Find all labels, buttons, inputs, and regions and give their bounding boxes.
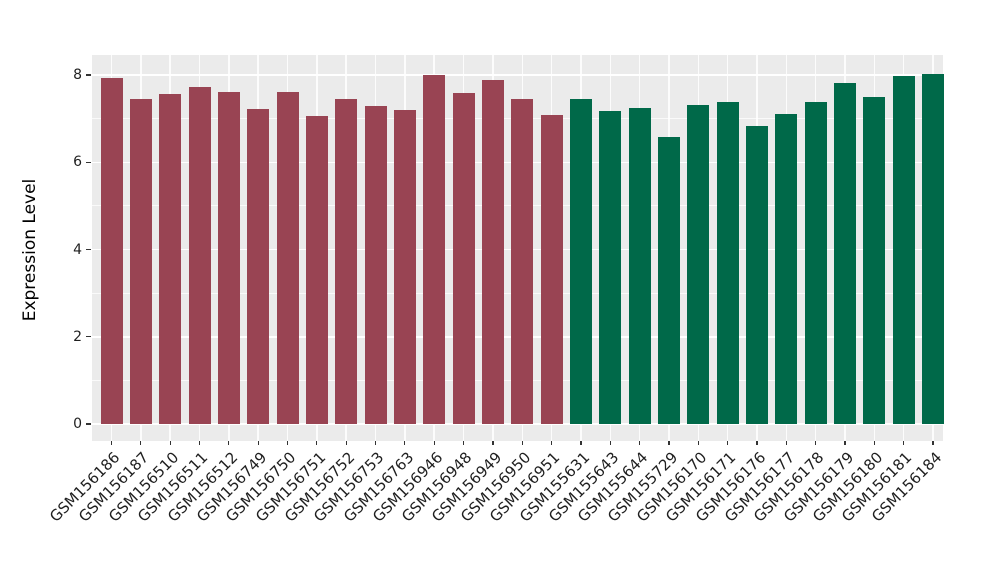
- x-tick-mark-GSM156180: [873, 441, 875, 445]
- y-tick-mark-2: [86, 336, 91, 338]
- x-tick-mark-GSM156170: [697, 441, 699, 445]
- x-tick-mark-GSM156186: [110, 441, 113, 445]
- bar-GSM156176: [745, 126, 768, 424]
- bar-GSM156751: [305, 116, 328, 424]
- bar-GSM156177: [775, 113, 798, 424]
- bar-GSM156510: [159, 93, 182, 424]
- x-tick-mark-GSM156176: [756, 441, 758, 445]
- bar-GSM155644: [628, 107, 651, 424]
- x-tick-mark-GSM156177: [785, 441, 787, 445]
- bar-GSM156179: [834, 83, 856, 424]
- y-tick-mark-6: [86, 161, 91, 163]
- gridline-major-y8: [92, 74, 943, 76]
- x-tick-mark-GSM156950: [521, 441, 523, 445]
- x-tick-mark-GSM156511: [198, 441, 201, 445]
- x-tick-mark-GSM156763: [404, 441, 406, 445]
- y-tick-mark-4: [86, 248, 91, 251]
- y-tick-label-4: 4: [73, 241, 82, 258]
- bar-GSM156752: [335, 98, 358, 424]
- x-tick-mark-GSM155644: [639, 441, 641, 445]
- bar-GSM156949: [481, 80, 504, 424]
- bar-GSM156753: [364, 106, 387, 424]
- y-tick-label-0: 0: [73, 416, 82, 432]
- bar-GSM156171: [716, 101, 739, 424]
- x-tick-mark-GSM156184: [932, 441, 934, 445]
- bar-GSM155631: [569, 98, 592, 424]
- bar-GSM156178: [804, 102, 827, 424]
- bar-GSM155643: [599, 110, 622, 424]
- bar-GSM156763: [393, 109, 416, 424]
- bar-GSM156946: [423, 74, 446, 424]
- y-tick-label-2: 2: [73, 328, 82, 345]
- x-tick-mark-GSM156951: [551, 441, 553, 445]
- x-tick-mark-GSM156949: [492, 441, 494, 445]
- x-tick-mark-GSM156178: [815, 441, 817, 445]
- x-tick-mark-GSM156181: [903, 441, 905, 445]
- bar-GSM156749: [247, 109, 270, 424]
- bar-GSM156181: [892, 75, 915, 424]
- bar-GSM156948: [452, 93, 475, 424]
- x-tick-mark-GSM156946: [433, 441, 435, 445]
- x-tick-mark-GSM155643: [609, 441, 611, 445]
- gridline-major-y0: [92, 423, 943, 425]
- bar-GSM156950: [511, 98, 534, 424]
- x-tick-mark-GSM155631: [580, 441, 582, 445]
- plot-panel: [92, 55, 945, 441]
- x-tick-mark-GSM156512: [228, 441, 230, 445]
- bar-GSM156512: [217, 92, 240, 424]
- bar-GSM156750: [276, 92, 299, 424]
- x-tick-mark-GSM156750: [286, 441, 289, 445]
- x-tick-mark-GSM156752: [345, 441, 347, 445]
- y-tick-label-6: 6: [73, 154, 82, 171]
- x-tick-mark-GSM156751: [316, 441, 318, 445]
- bar-GSM156186: [100, 78, 123, 424]
- x-tick-mark-GSM156179: [844, 441, 846, 445]
- x-tick-mark-GSM156187: [140, 441, 142, 445]
- x-tick-mark-GSM156753: [374, 441, 377, 445]
- bar-GSM156951: [540, 115, 563, 424]
- x-tick-mark-GSM156948: [462, 441, 465, 445]
- y-tick-label-8: 8: [73, 67, 82, 83]
- x-tick-mark-GSM156510: [169, 441, 171, 445]
- bar-GSM156184: [922, 73, 945, 424]
- x-tick-mark-GSM156749: [257, 441, 259, 445]
- bar-GSM155729: [657, 137, 680, 424]
- x-tick-mark-GSM156171: [727, 441, 729, 445]
- y-tick-mark-8: [86, 74, 91, 76]
- bar-GSM156511: [188, 87, 211, 424]
- bar-GSM156187: [129, 98, 152, 424]
- bar-GSM156180: [863, 96, 886, 424]
- x-tick-mark-GSM155729: [668, 441, 670, 445]
- y-tick-mark-0: [86, 423, 91, 425]
- bar-GSM156170: [687, 105, 710, 424]
